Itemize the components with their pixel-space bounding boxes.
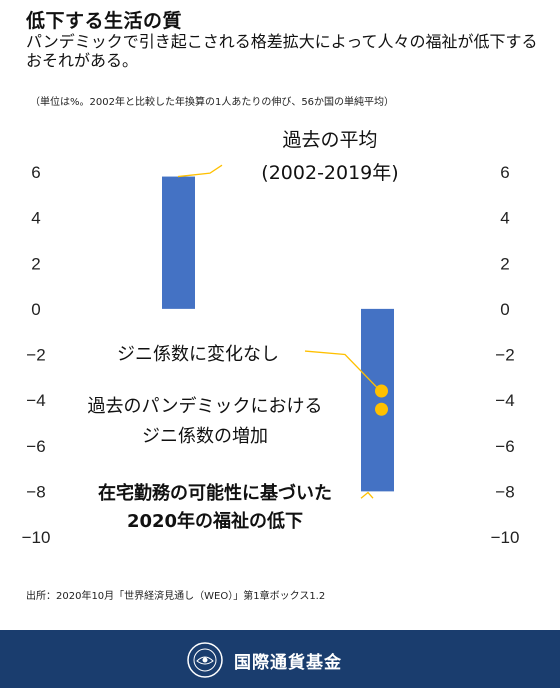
bar <box>361 308 394 492</box>
source-note: 出所：2020年10月「世界経済見通し（WEO）」第1章ボックス1.2 <box>26 591 326 602</box>
y-tick-label-left: 0 <box>31 300 40 319</box>
y-tick-label-left: −2 <box>26 346 45 365</box>
y-tick-label-right: 6 <box>500 163 509 182</box>
y-tick-label-right: −10 <box>491 528 520 547</box>
units-note: （単位は%。2002年と比較した年換算の1人あたりの伸び、56か国の単純平均） <box>30 97 395 108</box>
y-tick-label-left: 4 <box>31 209 40 228</box>
annotation-label: 在宅勤務の可能性に基づいた <box>98 482 332 504</box>
y-tick-label-right: −8 <box>495 482 514 501</box>
annotation-label: ジニ係数に変化なし <box>117 344 279 365</box>
y-tick-label-right: 0 <box>500 300 509 319</box>
point-marker <box>375 402 388 416</box>
leader-line <box>360 491 374 499</box>
leader-line <box>304 350 377 388</box>
y-tick-label-right: 2 <box>500 254 509 273</box>
annotation-label: 過去のパンデミックにおける <box>88 396 323 417</box>
y-tick-label-left: −6 <box>26 437 45 456</box>
y-tick-label-left: 2 <box>31 254 40 273</box>
y-tick-label-right: −2 <box>495 346 514 365</box>
footer-bar: 国際通貨基金 <box>0 630 560 688</box>
imf-seal-icon <box>187 642 223 678</box>
org-name: 国際通貨基金 <box>234 652 342 673</box>
y-tick-label-right: −6 <box>495 437 514 456</box>
leader-line <box>177 164 223 178</box>
y-tick-label-right: 4 <box>500 209 509 228</box>
annotation-label: ジニ係数の増加 <box>142 426 268 447</box>
annotation-label: 2020年の福祉の低下 <box>127 510 303 532</box>
y-tick-label-left: −8 <box>26 482 45 501</box>
annotation-label: 過去の平均 <box>282 129 377 151</box>
y-tick-label-left: −4 <box>26 391 45 410</box>
chart-title: 低下する生活の質 <box>26 10 183 32</box>
y-tick-label-left: 6 <box>31 163 40 182</box>
point-marker <box>375 384 388 398</box>
y-tick-label-left: −10 <box>22 528 51 547</box>
annotation-label: (2002-2019年) <box>261 162 398 184</box>
y-tick-label-right: −4 <box>495 391 514 410</box>
chart-subtitle: パンデミックで引き起こされる格差拡大によって人々の福祉が低下するおそれがある。 <box>26 32 538 70</box>
bar <box>162 176 195 309</box>
